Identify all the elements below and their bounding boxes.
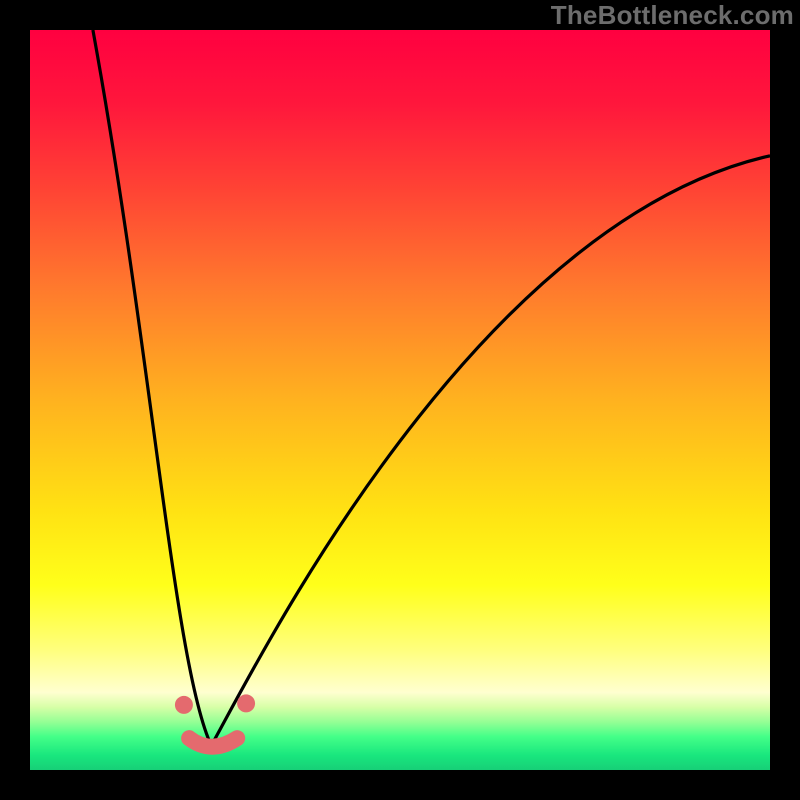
watermark-text: TheBottleneck.com — [551, 0, 794, 31]
plot-area — [30, 30, 770, 770]
bottleneck-curve — [93, 30, 770, 746]
highlight-dot-right — [237, 694, 255, 712]
highlight-arc — [189, 738, 237, 747]
chart-frame: TheBottleneck.com — [0, 0, 800, 800]
highlight-dot-left — [175, 696, 193, 714]
curve-layer — [30, 30, 770, 770]
